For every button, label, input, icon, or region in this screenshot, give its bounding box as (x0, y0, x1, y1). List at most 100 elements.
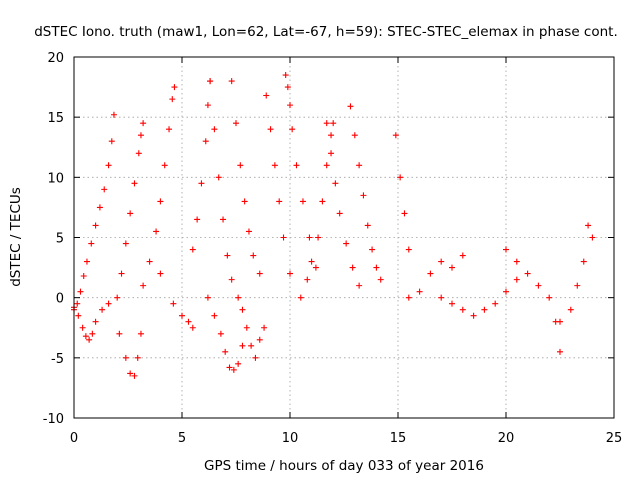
data-point (135, 150, 142, 157)
data-point (194, 216, 201, 223)
data-point (215, 174, 222, 181)
data-point (75, 312, 82, 319)
data-point (276, 198, 283, 205)
data-point (503, 288, 509, 295)
data-point (140, 282, 147, 289)
data-point (369, 246, 376, 253)
data-point (79, 324, 86, 331)
data-point (589, 234, 596, 241)
data-series (140, 84, 178, 289)
data-point (82, 333, 89, 340)
data-point (535, 282, 542, 289)
data-point (161, 162, 168, 169)
data-point (356, 282, 363, 289)
data-point (233, 120, 239, 127)
data-point (427, 270, 434, 277)
data-point (170, 300, 177, 307)
data-series (71, 111, 117, 313)
data-point (77, 288, 84, 295)
data-point (88, 240, 95, 247)
data-series (204, 294, 246, 373)
grid (73, 56, 615, 419)
data-point (171, 84, 178, 91)
data-point (513, 276, 520, 283)
data-point (360, 192, 367, 199)
data-point (319, 198, 326, 205)
data-point (293, 162, 300, 169)
data-point (250, 252, 257, 259)
data-point (356, 162, 363, 169)
data-point (211, 312, 218, 319)
data-point (349, 264, 356, 271)
data-point (397, 174, 404, 181)
x-tick-label: 15 (390, 431, 407, 446)
data-point (137, 132, 144, 139)
data-point (557, 318, 563, 325)
data-point (105, 300, 112, 307)
data-point (211, 126, 218, 133)
plot-frame (73, 56, 615, 419)
data-point (96, 204, 103, 211)
data-point (524, 270, 531, 277)
data-series (282, 72, 319, 271)
data-point (228, 78, 235, 85)
data-point (328, 150, 335, 157)
data-series (116, 330, 144, 379)
data-point (241, 198, 248, 205)
data-point (83, 258, 90, 265)
data-point (312, 264, 319, 271)
data-point (189, 246, 196, 253)
data-markers (71, 72, 596, 379)
data-point (280, 234, 287, 241)
data-series (405, 252, 466, 301)
data-point (137, 330, 144, 337)
data-point (131, 180, 138, 187)
chart-title: dSTEC Iono. truth (maw1, Lon=62, Lat=-67… (34, 24, 618, 40)
data-series (438, 276, 520, 319)
data-point (189, 324, 196, 331)
data-point (235, 360, 242, 367)
data-point (567, 306, 574, 313)
data-point (198, 180, 205, 187)
data-point (261, 324, 268, 331)
data-point (134, 354, 141, 361)
data-point (299, 198, 306, 205)
data-point (585, 222, 592, 229)
data-point (557, 348, 563, 355)
data-point (481, 306, 488, 313)
data-point (306, 234, 313, 241)
data-point (146, 258, 153, 265)
data-point (204, 294, 211, 301)
data-point (271, 162, 278, 169)
data-point (202, 138, 209, 145)
data-series (347, 103, 384, 283)
data-series (392, 132, 412, 253)
y-tick-label: -5 (51, 352, 64, 367)
data-point (239, 306, 246, 313)
data-point (110, 111, 117, 118)
data-point (122, 240, 129, 247)
data-point (459, 252, 466, 259)
data-point (243, 324, 250, 331)
y-tick-label: 15 (47, 111, 64, 126)
data-point (297, 294, 304, 301)
data-point (80, 273, 87, 280)
data-point (217, 330, 224, 337)
data-point (267, 126, 274, 133)
data-series (263, 92, 293, 277)
data-point (347, 103, 354, 110)
data-point (343, 240, 350, 247)
data-series (239, 306, 268, 361)
data-point (416, 288, 423, 295)
data-point (114, 294, 121, 301)
data-point (364, 222, 371, 229)
data-point (157, 270, 164, 277)
y-tick-label: 20 (47, 51, 64, 66)
data-point (99, 306, 106, 313)
data-point (332, 180, 339, 187)
data-point (92, 222, 99, 229)
y-tick-label: 10 (47, 171, 64, 186)
data-point (304, 276, 311, 283)
x-tick-label: 10 (282, 431, 299, 446)
data-point (118, 270, 125, 277)
